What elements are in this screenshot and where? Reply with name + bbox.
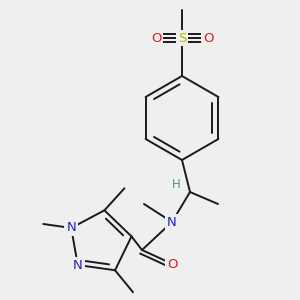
Text: O: O [203, 32, 213, 44]
Text: N: N [73, 259, 82, 272]
Text: N: N [167, 215, 177, 229]
Text: O: O [151, 32, 161, 44]
Text: O: O [167, 257, 177, 271]
Text: S: S [178, 32, 186, 44]
Text: N: N [66, 221, 76, 235]
Text: H: H [172, 178, 180, 190]
